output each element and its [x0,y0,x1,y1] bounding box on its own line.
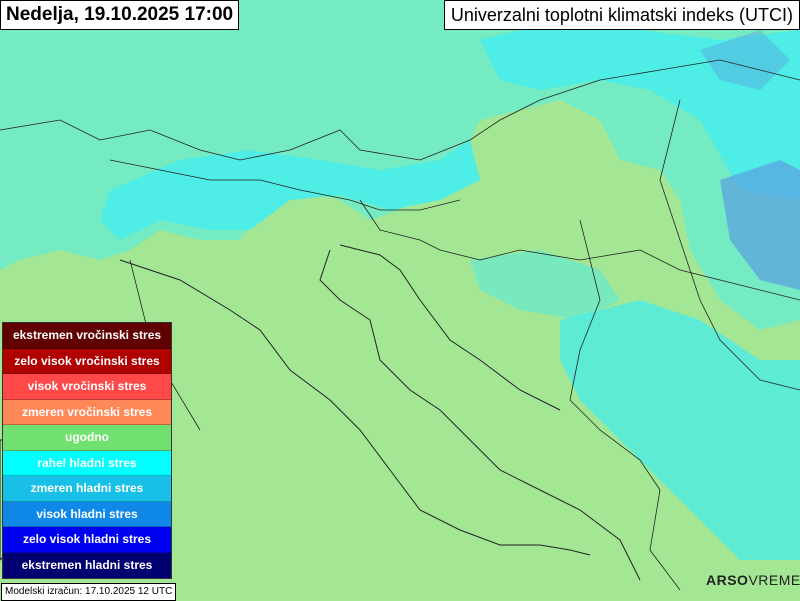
legend-item-comfortable: ugodno [3,425,171,451]
legend-item-strong-cold: visok hladni stres [3,501,171,527]
moderate-cold-areas [700,30,800,290]
model-run-label: Modelski izračun: 17.10.2025 12 UTC [1,583,177,601]
coastlines [119,244,641,581]
arso-vreme-logo: ARSOVREME [706,572,800,588]
legend-item-moderate-cold: zmeren hladni stres [3,476,171,502]
legend-item-slight-cold: rahel hladni stres [3,450,171,476]
legend-item-moderate-heat: zmeren vročinski stres [3,399,171,425]
legend: ekstremen vročinski stres zelo visok vro… [2,322,172,579]
logo-brand: ARSO [706,572,749,588]
cold-stress-areas [0,0,800,560]
forecast-date-time: Nedelja, 19.10.2025 17:00 [0,0,240,30]
legend-item-extreme-heat: ekstremen vročinski stres [3,323,171,349]
logo-product: VREME [748,572,800,588]
legend-item-extreme-cold: ekstremen hladni stres [3,552,171,578]
legend-item-strong-heat: visok vročinski stres [3,374,171,400]
legend-item-very-strong-cold: zelo visok hladni stres [3,527,171,553]
map-title: Univerzalni toplotni klimatski indeks (U… [443,0,800,30]
legend-item-very-strong-heat: zelo visok vročinski stres [3,348,171,374]
